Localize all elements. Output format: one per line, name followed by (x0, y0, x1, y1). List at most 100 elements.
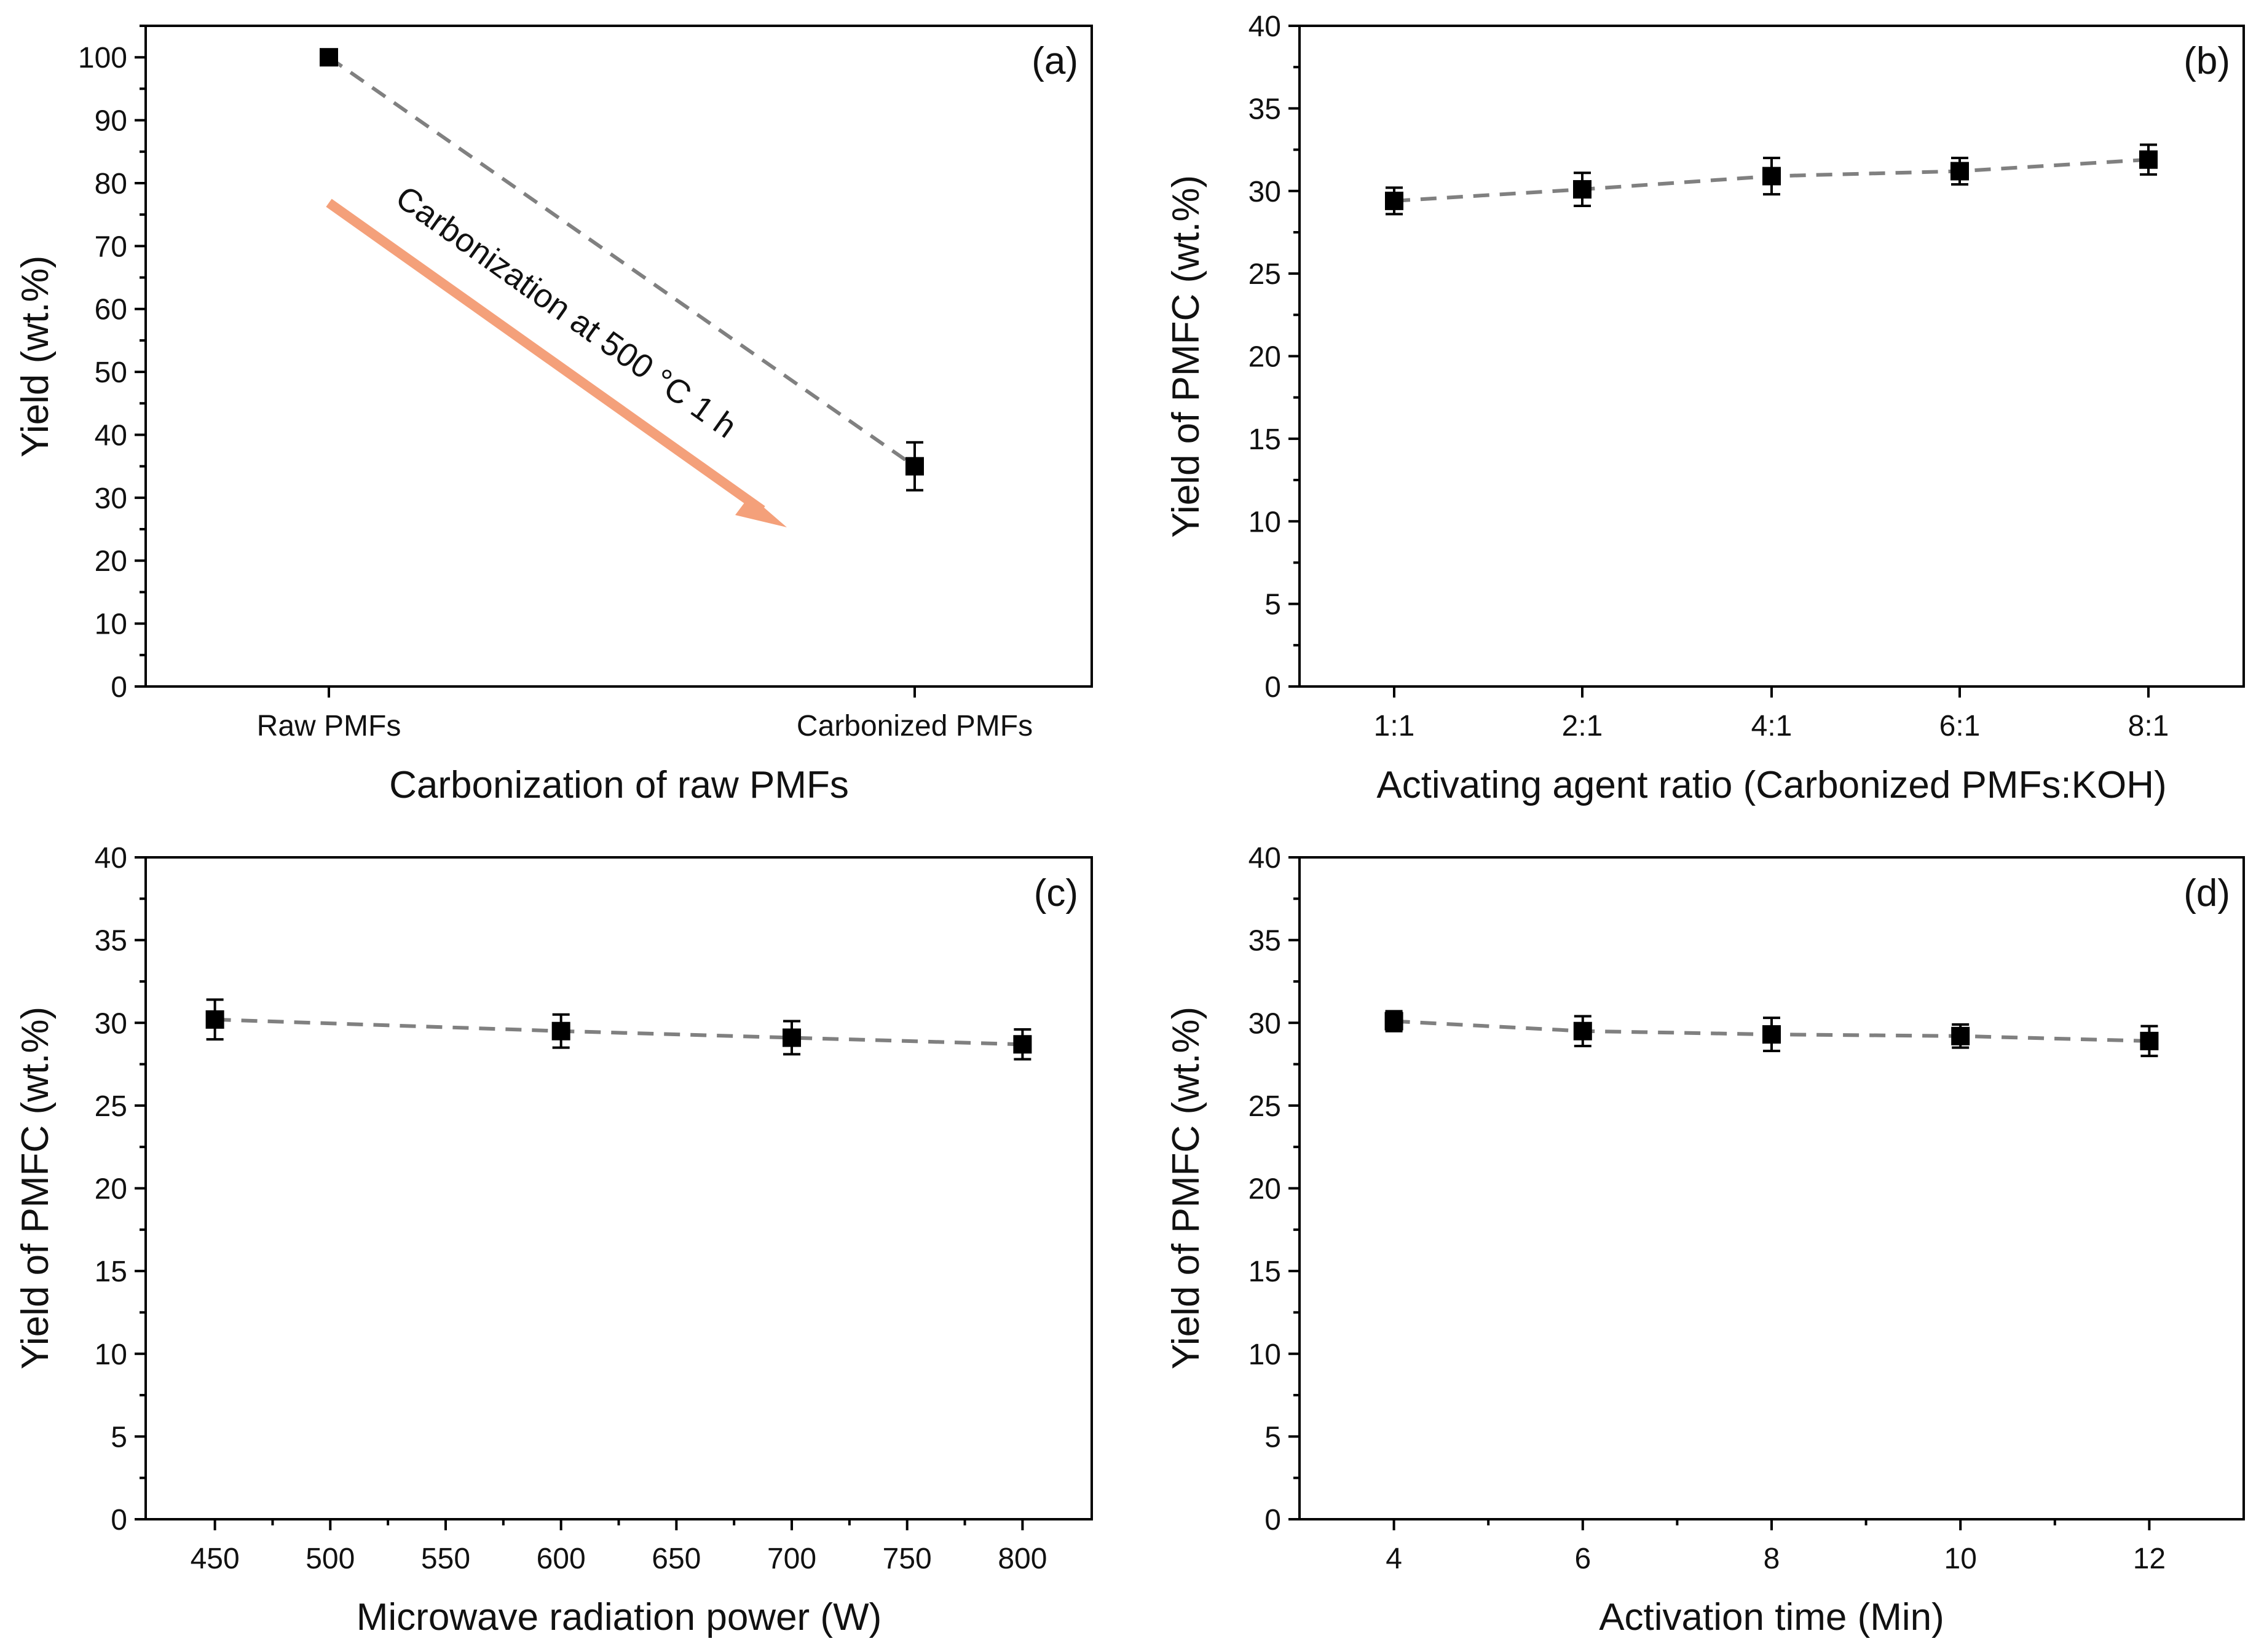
y-tick-label: 25 (1248, 258, 1281, 291)
y-axis-title: Yield of PMFC (wt.%) (1165, 175, 1207, 538)
data-point (205, 1010, 224, 1029)
y-tick-label: 0 (1264, 671, 1281, 704)
carbonization-arrow (326, 199, 765, 514)
data-point (551, 1021, 570, 1040)
panel-label: (d) (2183, 872, 2230, 914)
x-tick-label: 450 (191, 1543, 240, 1575)
trend-line (215, 1017, 1023, 1047)
data-point (2140, 1031, 2159, 1050)
x-tick-label: 8:1 (2128, 710, 2169, 742)
y-tick-label: 5 (1264, 589, 1281, 621)
panel-a: 0 10 20 30 40 50 60 70 80 90 100 Raw PMFs Carbonize… (14, 25, 1093, 806)
y-tick-label: 10 (95, 608, 127, 641)
x-ticks: 1:1 2:1 4:1 6:1 8:1 (1374, 686, 2169, 742)
x-tick-label: 500 (306, 1543, 355, 1575)
carbonization-annotation: Carbonization at 500 °C 1 h (389, 179, 743, 446)
data-point (783, 1028, 802, 1047)
x-ticks: 450 500 550 600 650 700 750 800 (191, 1519, 1047, 1575)
y-tick-label: 0 (111, 671, 127, 704)
x-tick-label: 1:1 (1374, 710, 1415, 742)
y-ticks: 0 5 10 15 20 25 30 35 40 (1248, 10, 1300, 704)
plot-frame (1298, 856, 2245, 1520)
x-tick-label: 8 (1764, 1543, 1780, 1575)
data-point (1573, 180, 1591, 199)
y-tick-label: 80 (95, 168, 127, 200)
y-tick-label: 50 (95, 356, 127, 389)
y-tick-label: 15 (1248, 423, 1281, 456)
x-tick-label: 6 (1574, 1543, 1591, 1575)
y-tick-label: 0 (1264, 1504, 1281, 1536)
x-tick-label: 700 (767, 1543, 816, 1575)
x-axis-title: Activation time (Min) (1599, 1596, 1944, 1638)
y-tick-label: 30 (1248, 1007, 1281, 1040)
y-tick-label: 40 (1248, 10, 1281, 43)
y-tick-label: 15 (1248, 1256, 1281, 1288)
x-tick-label: 12 (2133, 1543, 2166, 1575)
x-axis-title: Activating agent ratio (Carbonized PMFs:… (1376, 764, 2166, 806)
y-tick-label: 20 (95, 545, 127, 578)
y-axis-title: Yield of PMFC (wt.%) (1165, 1007, 1207, 1369)
x-tick-label: 550 (421, 1543, 470, 1575)
x-tick-label: 6:1 (1939, 710, 1981, 742)
plot-frame (1298, 25, 2245, 688)
data-points (1385, 143, 2158, 216)
y-tick-label: 20 (95, 1173, 127, 1206)
y-tick-label: 10 (1248, 506, 1281, 538)
data-points (205, 998, 1032, 1061)
panel-c: 0 5 10 15 20 25 30 35 40 450 500 550 600 650 700 750 80… (14, 842, 1093, 1638)
y-tick-label: 100 (78, 42, 127, 74)
y-ticks: 0 5 10 15 20 25 30 35 40 (95, 842, 146, 1536)
x-tick-label: Carbonized PMFs (797, 710, 1033, 742)
y-axis-title: Yield of PMFC (wt.%) (14, 1007, 57, 1369)
x-ticks: 4 6 8 10 12 (1386, 1519, 2166, 1575)
y-tick-label: 90 (95, 105, 127, 138)
x-tick-label: 2:1 (1562, 710, 1603, 742)
data-point (2139, 150, 2158, 169)
x-tick-label: 800 (998, 1543, 1047, 1575)
y-tick-label: 15 (95, 1256, 127, 1288)
y-tick-label: 20 (1248, 341, 1281, 374)
x-ticks: Raw PMFs Carbonized PMFs (257, 686, 1033, 742)
plot-frame (144, 856, 1093, 1520)
y-tick-label: 25 (95, 1090, 127, 1123)
y-tick-label: 30 (95, 1007, 127, 1040)
data-point (1385, 191, 1403, 210)
x-tick-label: 750 (883, 1543, 932, 1575)
data-point (1950, 162, 1969, 181)
plot-frame (144, 25, 1093, 688)
panel-label: (c) (1034, 872, 1078, 914)
data-point (1573, 1021, 1592, 1040)
x-axis-title: Microwave radiation power (W) (357, 1596, 881, 1638)
data-point (1762, 167, 1781, 186)
y-tick-label: 60 (95, 294, 127, 326)
panel-d: 0 5 10 15 20 25 30 35 40 4 6 8 10 12 (d) Activation … (1165, 842, 2245, 1638)
data-point (320, 48, 338, 67)
x-tick-label: 10 (1944, 1543, 1977, 1575)
trend-line (328, 55, 916, 468)
data-point (1384, 1012, 1403, 1031)
data-point (1013, 1035, 1032, 1054)
y-tick-label: 40 (95, 842, 127, 875)
y-tick-label: 30 (95, 482, 127, 515)
x-tick-label: 4 (1386, 1543, 1402, 1575)
y-tick-label: 70 (95, 230, 127, 263)
y-tick-label: 5 (1264, 1421, 1281, 1453)
data-point (1951, 1026, 1970, 1045)
y-tick-label: 35 (95, 925, 127, 958)
y-axis-title: Yield (wt.%) (14, 256, 57, 457)
y-tick-label: 0 (111, 1504, 127, 1536)
x-tick-label: Raw PMFs (257, 710, 401, 742)
y-ticks: 0 5 10 15 20 25 30 35 40 (1248, 842, 1300, 1536)
data-points (320, 48, 924, 492)
x-tick-label: 600 (537, 1543, 586, 1575)
data-point (1762, 1025, 1781, 1044)
panel-b: 0 5 10 15 20 25 30 35 40 1:1 2:1 4:1 6:1 8:1 (b) Act… (1165, 10, 2245, 806)
y-tick-label: 35 (1248, 93, 1281, 125)
y-tick-label: 40 (95, 419, 127, 452)
data-points (1384, 1010, 2159, 1058)
y-tick-label: 25 (1248, 1090, 1281, 1123)
y-tick-label: 20 (1248, 1173, 1281, 1206)
y-tick-label: 35 (1248, 925, 1281, 958)
x-tick-label: 650 (652, 1543, 701, 1575)
